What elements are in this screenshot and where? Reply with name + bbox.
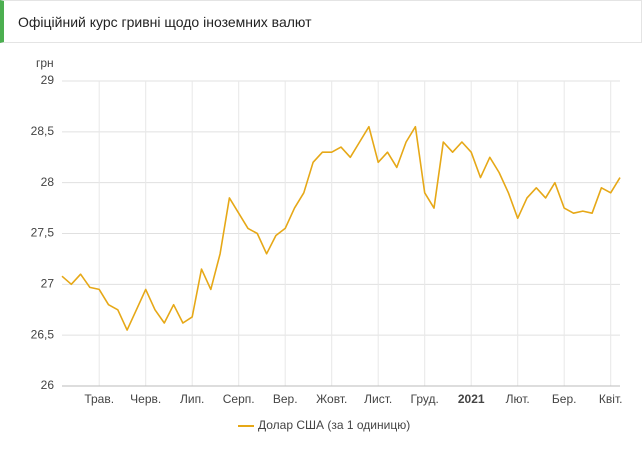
x-tick-label: Трав. — [84, 392, 114, 406]
y-tick-label: 28 — [41, 175, 55, 189]
x-tick-label: Лют. — [506, 392, 530, 406]
x-tick-label: Лип. — [180, 392, 204, 406]
x-tick-label: Жовт. — [316, 392, 347, 406]
y-tick-label: 27,5 — [31, 226, 55, 240]
header: Офіційний курс гривні щодо іноземних вал… — [0, 0, 642, 43]
x-tick-label: Квіт. — [599, 392, 623, 406]
line — [61, 125, 621, 331]
x-tick-label: Бер. — [552, 392, 577, 406]
x-tick-label: Серп. — [223, 392, 255, 406]
y-tick-label: 26 — [41, 378, 55, 392]
y-tick-label: 27 — [41, 277, 55, 291]
x-tick-label: Черв. — [130, 392, 161, 406]
x-tick-label: Груд. — [411, 392, 439, 406]
chart: грн 26 26,5 27 27,5 28 28,5 29 Трав. Черв. Лип. Се… — [31, 56, 623, 432]
y-tick-label: 26,5 — [31, 327, 55, 341]
x-tick-label: Лист. — [364, 392, 392, 406]
y-tick-label: 29 — [41, 73, 55, 87]
y-tick-label: 28,5 — [31, 124, 55, 138]
header-title: Офіційний курс гривні щодо іноземних вал… — [18, 14, 312, 30]
x-tick-label: Вер. — [273, 392, 298, 406]
legend-label: Долар США (за 1 одиницю) — [258, 418, 410, 432]
y-axis-label: грн — [36, 56, 54, 70]
x-tick-label: 2021 — [458, 392, 485, 406]
